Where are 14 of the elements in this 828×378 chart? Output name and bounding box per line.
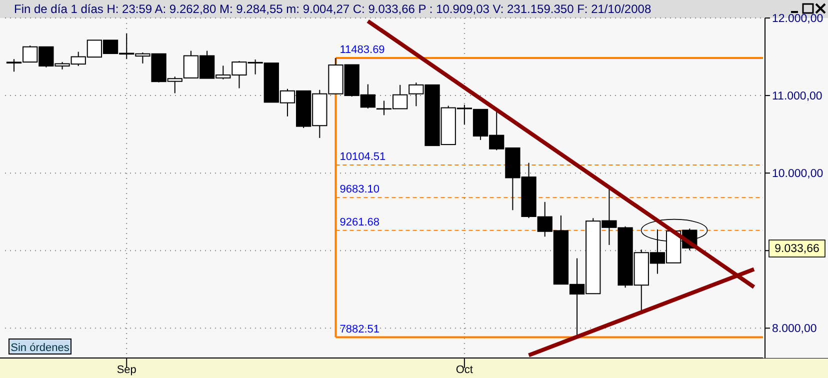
y-tick-label: 8.000,00 <box>772 323 817 336</box>
ref-line-label: 9683.10 <box>340 184 380 196</box>
annotation: Sin órdenes <box>10 342 70 354</box>
x-tick-label: Sep <box>116 364 136 376</box>
ref-line-label: 11483.69 <box>340 44 385 56</box>
x-tick-label: Oct <box>456 364 473 376</box>
y-tick-label: 12.000,00 <box>772 13 824 26</box>
ref-line-label: 9261.68 <box>340 216 380 228</box>
y-tick-label: 10.000,00 <box>772 168 824 180</box>
y-tick-label: 11.000,00 <box>772 90 822 103</box>
chart-title: Fin de día 1 días H: 23:59 A: 9.262,80 M: 9.284,55 m: 9.004,27 C: 9.033,66 P : 10.909,03 V: 231.159.350 F: 21/10/2008 <box>14 2 652 16</box>
ref-line-label: 7882.51 <box>340 323 380 336</box>
ref-line-label: 10104.51 <box>340 150 386 163</box>
text: 9.033,66 <box>774 243 820 256</box>
